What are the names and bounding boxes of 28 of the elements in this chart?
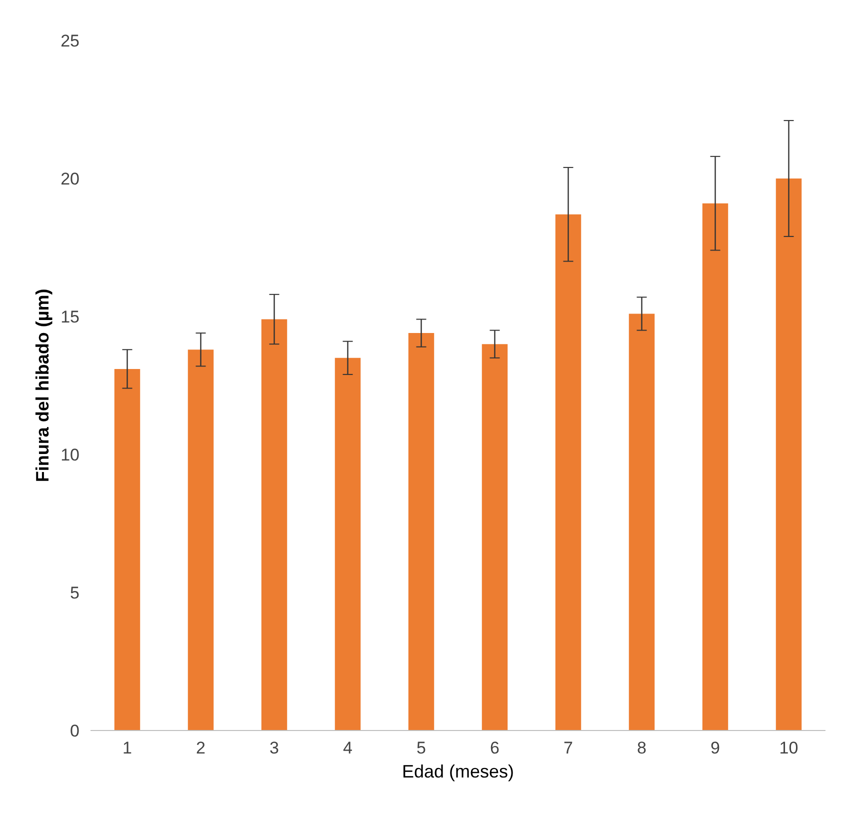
x-tick-label: 6 [490,738,500,758]
x-tick-label: 2 [196,738,206,758]
y-tick-label: 20 [60,170,80,188]
x-tick-label: 7 [564,738,573,758]
bar [628,314,655,730]
y-axis-title: Finura del hibado (µm) [32,288,53,482]
bar [702,203,728,730]
y-tick-label: 10 [60,446,80,464]
x-tick-label: 10 [779,738,798,758]
x-tick-label: 3 [270,738,279,758]
y-tick-label: 15 [60,308,80,326]
bar [188,350,214,730]
bar [555,214,582,730]
bar [261,319,288,730]
x-tick-label: 4 [343,738,352,758]
x-tick-label: 1 [122,738,132,758]
bar [334,358,361,730]
y-tick-label: 25 [60,32,80,50]
y-tick-label: 5 [70,584,80,602]
x-tick-label: 5 [416,738,426,758]
x-tick-label: 9 [710,738,720,758]
y-tick-label: 0 [70,722,80,740]
bar [776,178,802,730]
x-tick-label: 8 [637,738,646,758]
x-axis-title: Edad (meses) [402,762,514,782]
bar [482,344,508,730]
bar [408,333,434,730]
bar [114,368,140,730]
